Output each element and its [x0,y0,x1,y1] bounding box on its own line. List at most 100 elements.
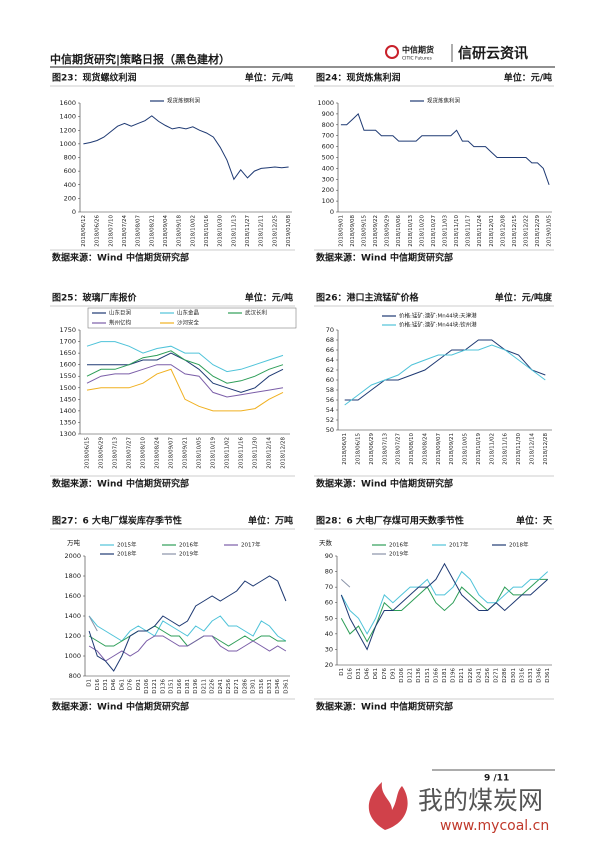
series-line [344,344,546,406]
x-tick-label: D331 [267,679,273,694]
figure-unit: 单位：元/吨 [245,292,293,304]
y-tick-label: 400 [64,181,76,189]
y-tick-label: 1650 [59,349,76,357]
series-line [344,339,546,401]
x-tick-label: 2018/11/03 [443,215,449,247]
figure-source: 数据来源：Wind 中信期货研究部 [316,252,453,264]
x-tick-label: 2018/09/07 [436,433,442,465]
figure-source: 数据来源：Wind 中信期货研究部 [316,701,453,713]
x-tick-label: 2018/09/18 [177,215,183,247]
y-tick-label: 400 [322,164,334,172]
x-tick-label: 2018/11/30 [516,433,522,465]
y-tick-label: 100 [322,197,334,205]
series-line [340,578,548,643]
series-line [340,113,550,185]
y-tick-label: 40 [325,630,333,638]
legend-label: 现货炼焦利润 [427,97,461,105]
x-tick-label: 2018/08/24 [155,437,161,469]
y-tick-label: 1600 [64,592,81,600]
legend-label: 山东金晶 [177,309,200,317]
x-tick-label: 2018/09/22 [373,215,379,247]
legend-label: 2016年 [179,541,199,549]
y-tick-label: 600 [322,143,334,151]
y-tick-label: 56 [326,396,334,404]
y-tick-label: 500 [322,154,334,162]
y-tick-label: 54 [326,406,334,414]
x-tick-label: D181 [442,668,448,683]
x-tick-label: 2018/12/11 [259,215,265,247]
x-tick-label: D46 [111,679,117,691]
x-tick-label: D271 [234,679,240,694]
x-tick-label: D61 [373,668,379,679]
y-tick-label: 800 [64,154,76,162]
series-line [88,635,287,662]
legend-label: 山东巨润 [109,309,132,317]
x-tick-label: 2018/11/30 [253,437,259,469]
x-tick-label: D346 [537,668,543,683]
x-tick-label: D151 [169,679,175,694]
legend-label: 荆州亿钧 [109,319,132,327]
legend-label: 2018年 [509,541,529,549]
x-tick-label: 2019/01/05 [547,215,553,247]
legend-label: 武汉长利 [245,309,267,317]
y-tick-label: 900 [322,110,334,118]
x-tick-label: 2018/06/26 [95,215,101,247]
y-tick-label: 1400 [64,612,81,620]
y-tick-label: 64 [326,356,334,364]
y-tick-label: 200 [322,186,334,194]
x-tick-label: D166 [177,679,183,694]
figure-title: 图26：港口主流锰矿价格 [316,292,420,304]
x-tick-label: 2018/06/15 [356,433,362,465]
x-tick-label: 2018/11/13 [231,215,237,247]
figure-title: 图24：现货炼焦利润 [316,72,401,84]
y-tick-label: 0 [72,208,76,216]
series-line [340,562,549,651]
x-tick-label: D166 [433,668,439,683]
series-line [83,115,289,181]
x-tick-label: 2018/08/21 [149,215,155,247]
x-tick-label: 2018/07/24 [122,215,128,247]
y-tick-label: 20 [325,661,333,669]
x-tick-label: D196 [451,668,457,683]
y-tick-label: 800 [322,121,334,129]
x-tick-label: 2019/01/08 [286,215,292,247]
x-tick-label: D121 [408,668,414,683]
legend-label: 价格:锰矿:澳矿:Mn44块:钦州港 [399,321,477,329]
x-tick-label: D271 [494,668,500,683]
x-tick-label: 2018/10/02 [190,215,196,247]
x-tick-label: D76 [128,679,134,691]
series-line [340,570,549,635]
x-tick-label: D241 [218,679,224,694]
y-tick-label: 70 [326,326,334,334]
legend-label: 2018年 [117,550,137,558]
x-tick-label: D346 [275,679,281,694]
x-tick-label: D211 [201,679,207,694]
y-tick-label: 1350 [59,418,76,426]
x-tick-label: 2018/09/01 [338,215,344,247]
legend-label: 2017年 [241,541,261,549]
x-tick-label: 2018/06/12 [81,215,87,247]
logo-en: CITIC Futures [402,56,432,62]
figure-unit: 单位：天 [516,515,553,527]
y-tick-label: 1600 [59,361,76,369]
x-tick-label: 2018/12/01 [489,215,495,247]
x-tick-label: 2018/09/04 [163,215,169,247]
x-tick-label: D91 [136,679,142,690]
figure-title: 图23：现货螺纹利润 [52,72,137,84]
y-tick-label: 30 [325,645,333,653]
y-tick-label: 1200 [59,126,76,134]
y-tick-label: 50 [325,614,333,622]
x-tick-label: D151 [425,668,431,683]
y-tick-label: 90 [325,552,333,560]
y-tick-label: 600 [64,167,76,175]
x-tick-label: 2018/08/07 [136,215,142,247]
x-tick-label: D1 [87,679,93,687]
y-tick-label: 52 [326,416,334,424]
x-tick-label: 2018/11/16 [239,437,245,469]
x-tick-label: D136 [416,668,422,683]
logo-cn: 中信期货 [402,45,434,55]
x-tick-label: D16 [347,668,353,680]
x-tick-label: 2018/09/08 [350,215,356,247]
x-tick-label: D226 [210,679,216,694]
y-tick-label: 1600 [59,99,76,107]
